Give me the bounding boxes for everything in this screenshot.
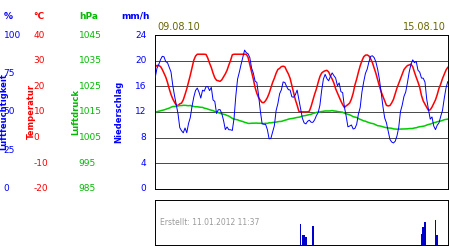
Text: 15.08.10: 15.08.10: [403, 22, 446, 32]
Bar: [423, 227, 424, 245]
Text: 8: 8: [140, 133, 146, 142]
Text: 50: 50: [4, 108, 15, 116]
Text: 995: 995: [79, 159, 96, 168]
Text: 1045: 1045: [79, 30, 102, 40]
Text: 4: 4: [140, 159, 146, 168]
Text: 0: 0: [34, 133, 40, 142]
Text: 0: 0: [140, 184, 146, 193]
Bar: [436, 236, 438, 245]
Bar: [305, 236, 306, 245]
Bar: [424, 222, 426, 245]
Text: Temperatur: Temperatur: [27, 84, 36, 140]
Bar: [303, 235, 305, 245]
Text: Niederschlag: Niederschlag: [115, 81, 124, 143]
Bar: [300, 224, 302, 245]
Bar: [312, 226, 314, 245]
Text: Erstellt: 11.01.2012 11:37: Erstellt: 11.01.2012 11:37: [160, 218, 259, 227]
Bar: [421, 234, 422, 245]
Text: Luftfeuchtigkeit: Luftfeuchtigkeit: [0, 74, 8, 150]
Text: 30: 30: [34, 56, 45, 65]
Text: 100: 100: [4, 30, 21, 40]
Bar: [302, 234, 303, 245]
Text: 0: 0: [4, 184, 9, 193]
Text: 20: 20: [34, 82, 45, 91]
Text: 24: 24: [135, 30, 146, 40]
Text: 1005: 1005: [79, 133, 102, 142]
Bar: [435, 220, 436, 245]
Text: 20: 20: [135, 56, 146, 65]
Text: 1035: 1035: [79, 56, 102, 65]
Text: 10: 10: [34, 108, 45, 116]
Text: 16: 16: [135, 82, 146, 91]
Text: 1025: 1025: [79, 82, 102, 91]
Text: °C: °C: [34, 12, 45, 21]
Text: -10: -10: [34, 159, 49, 168]
Text: 1015: 1015: [79, 108, 102, 116]
Text: -20: -20: [34, 184, 49, 193]
Text: 75: 75: [4, 69, 15, 78]
Text: 985: 985: [79, 184, 96, 193]
Text: Luftdruck: Luftdruck: [71, 89, 80, 135]
Text: hPa: hPa: [79, 12, 98, 21]
Text: mm/h: mm/h: [122, 12, 150, 21]
Text: 09.08.10: 09.08.10: [158, 22, 200, 32]
Text: %: %: [4, 12, 13, 21]
Text: 25: 25: [4, 146, 15, 155]
Text: 12: 12: [135, 108, 146, 116]
Text: 40: 40: [34, 30, 45, 40]
